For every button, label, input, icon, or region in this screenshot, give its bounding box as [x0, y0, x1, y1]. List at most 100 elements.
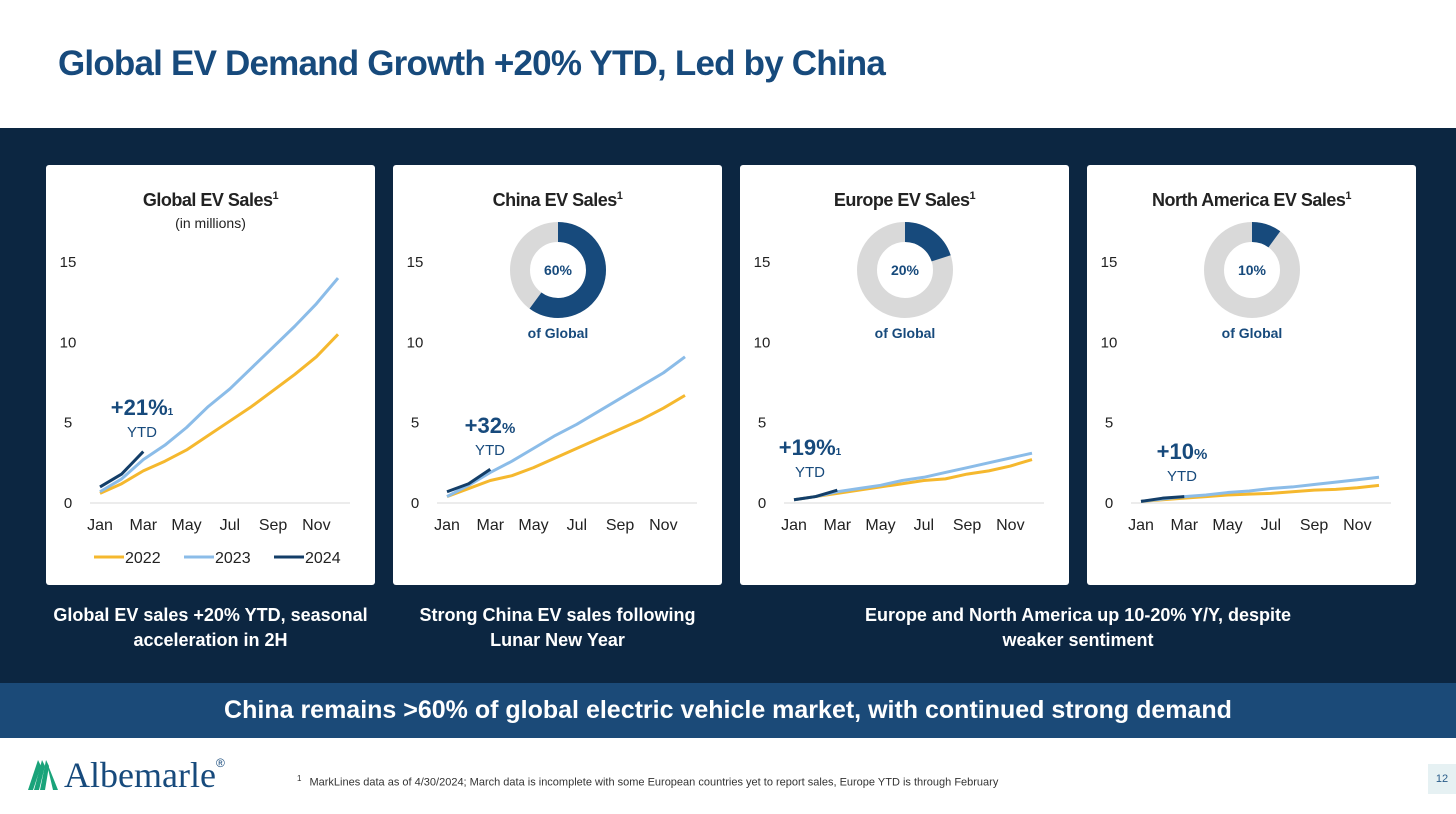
ytd-unit: %: [1194, 446, 1207, 463]
y-tick-label: 15: [1101, 254, 1118, 271]
ytd-label: YTD: [127, 424, 157, 441]
y-tick-label: 10: [60, 334, 77, 351]
x-tick-label: May: [518, 517, 548, 534]
x-tick-label: Jul: [567, 517, 587, 534]
y-tick-label: 5: [758, 415, 766, 432]
chart-title-text: Europe EV Sales: [833, 190, 970, 210]
footnote: 1 MarkLines data as of 4/30/2024; March d…: [297, 774, 998, 789]
ytd-value: +32: [465, 413, 502, 438]
caption-china: Strong China EV sales following Lunar Ne…: [419, 605, 696, 650]
chart-title: China EV Sales1: [393, 190, 722, 211]
y-tick-label: 0: [411, 495, 419, 512]
ytd-label: YTD: [475, 442, 505, 459]
ytd-growth-label: +21%1: [111, 395, 174, 420]
y-tick-label: 15: [407, 254, 424, 271]
y-tick-label: 5: [411, 415, 419, 432]
donut-caption: of Global: [1222, 325, 1283, 341]
series-line-2022: [99, 333, 340, 495]
chart-title: Europe EV Sales1: [740, 190, 1069, 211]
line-chart: 0 5 10 15 Jan Mar May Jul Sep Nov +32% YTD 60% of Glo…: [407, 222, 697, 534]
logo-mark-icon: [28, 760, 58, 790]
footnote-marker: 1: [297, 774, 302, 783]
donut-share-arc: [1204, 222, 1300, 318]
donut-share-arc: [857, 222, 953, 318]
chart-title-sup: 1: [969, 190, 976, 202]
y-tick-label: 10: [1101, 334, 1118, 351]
ytd-growth-label: +10%: [1157, 439, 1208, 464]
series-line-2024: [446, 468, 492, 494]
ytd-value: +21%: [111, 395, 168, 420]
series-line-2024: [793, 488, 838, 502]
ytd-value: +10: [1157, 439, 1194, 464]
series-line-2022: [446, 394, 686, 498]
chart-title-text: North America EV Sales: [1151, 190, 1346, 210]
donut-share-arc: [510, 222, 606, 318]
donut-caption: of Global: [875, 325, 936, 341]
ytd-growth-label: +19%1: [779, 435, 842, 460]
series-line-2023: [99, 277, 340, 494]
legend-label: 2023: [215, 550, 251, 567]
donut-percent-label: 20%: [891, 262, 920, 278]
y-tick-label: 10: [754, 334, 771, 351]
x-tick-label: Mar: [1170, 517, 1198, 534]
y-tick-label: 0: [758, 495, 766, 512]
donut-caption: of Global: [528, 325, 589, 341]
y-tick-label: 10: [407, 334, 424, 351]
series-line-2022: [1140, 483, 1380, 503]
x-tick-label: Sep: [259, 517, 288, 534]
y-tick-label: 5: [64, 415, 72, 432]
summary-banner: China remains >60% of global electric ve…: [0, 683, 1456, 738]
albemarle-logo: Albemarle ®: [24, 754, 225, 796]
donut-percent-label: 60%: [544, 262, 573, 278]
page-number: 12: [1428, 764, 1456, 794]
ytd-growth-label: +32%: [465, 413, 516, 438]
x-tick-label: Mar: [823, 517, 851, 534]
x-tick-label: Sep: [1300, 517, 1329, 534]
x-tick-label: Jul: [1261, 517, 1281, 534]
y-tick-label: 5: [1105, 415, 1113, 432]
x-tick-label: Jul: [914, 517, 934, 534]
ytd-unit: %: [502, 420, 515, 437]
y-tick-label: 0: [64, 495, 72, 512]
legend-label: 2022: [125, 550, 161, 567]
series-line-2024: [99, 450, 145, 489]
y-tick-label: 15: [60, 254, 77, 271]
x-tick-label: Jul: [220, 517, 240, 534]
x-tick-label: Mar: [129, 517, 157, 534]
donut-percent-label: 10%: [1238, 262, 1267, 278]
footnote-text: MarkLines data as of 4/30/2024; March da…: [309, 776, 999, 789]
series-line-2024: [1140, 495, 1185, 503]
logo-registered: ®: [215, 756, 225, 770]
slide-title: Global EV Demand Growth +20% YTD, Led by…: [58, 44, 886, 83]
y-tick-label: 15: [754, 254, 771, 271]
chart-title-sup: 1: [272, 190, 279, 202]
x-tick-label: Nov: [996, 517, 1024, 534]
x-tick-label: Jan: [1128, 517, 1154, 534]
chart-card-2: Europe EV Sales1 0 5 10 15 Jan Mar May Jul Sep Nov…: [740, 165, 1069, 585]
chart-title: North America EV Sales1: [1087, 190, 1416, 211]
ytd-value: +19%: [779, 435, 836, 460]
line-chart: 0 5 10 15 Jan Mar May Jul Sep Nov +21%1 YTD 2022 2023…: [60, 254, 350, 567]
chart-subtitle: (in millions): [175, 215, 246, 231]
ytd-label: YTD: [1167, 468, 1197, 485]
chart-title-text: Global EV Sales: [142, 190, 273, 210]
x-tick-label: Jan: [781, 517, 807, 534]
chart-card-3: North America EV Sales1 0 5 10 15 Jan Mar May Ju…: [1087, 165, 1416, 585]
x-tick-label: May: [865, 517, 895, 534]
x-tick-label: Sep: [606, 517, 635, 534]
series-line-2023: [446, 355, 686, 498]
x-tick-label: Sep: [953, 517, 982, 534]
line-chart: 0 5 10 15 Jan Mar May Jul Sep Nov +10% YTD 10% of Glo…: [1101, 222, 1391, 534]
chart-card-1: China EV Sales1 0 5 10 15 Jan Mar May Jul Sep Nov +…: [393, 165, 722, 585]
x-tick-label: Jan: [434, 517, 460, 534]
caption-global: Global EV sales +20% YTD, seasonal accel…: [53, 605, 368, 650]
chart-title-sup: 1: [616, 190, 623, 202]
x-tick-label: Nov: [302, 517, 330, 534]
ytd-sup: 1: [168, 407, 174, 418]
x-tick-label: Nov: [649, 517, 677, 534]
legend-label: 2024: [305, 550, 341, 567]
y-tick-label: 0: [1105, 495, 1113, 512]
chart-card-0: Global EV Sales1 (in millions) 0 5 10 15 Jan Ma…: [46, 165, 375, 585]
x-tick-label: Mar: [476, 517, 504, 534]
chart-title-sup: 1: [1345, 190, 1352, 202]
